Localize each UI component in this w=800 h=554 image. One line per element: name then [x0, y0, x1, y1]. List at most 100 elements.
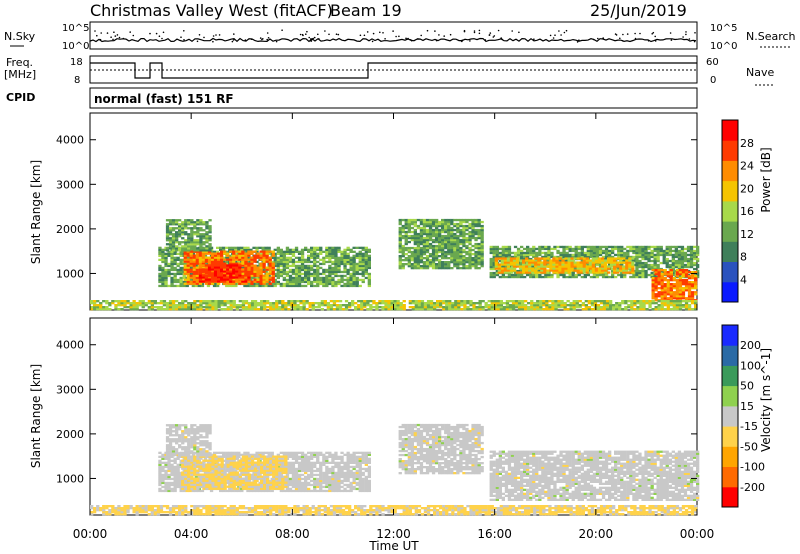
heatmap-cell — [161, 465, 165, 469]
heatmap-cell — [170, 280, 174, 284]
heatmap-cell — [462, 226, 466, 230]
heatmap-cell — [502, 306, 507, 309]
heatmap-cell — [168, 219, 173, 222]
heatmap-cell — [99, 306, 103, 309]
heatmap-cell — [504, 275, 509, 279]
heatmap-cell — [631, 263, 635, 266]
heatmap-cell — [466, 306, 470, 309]
heatmap-cell — [532, 273, 536, 277]
heatmap-cell — [202, 229, 206, 232]
heatmap-cell — [589, 245, 594, 249]
heatmap-cell — [334, 254, 338, 257]
heatmap-cell — [413, 240, 417, 244]
heatmap-cell — [544, 245, 548, 249]
heatmap-cell — [689, 245, 694, 249]
heatmap-cell — [453, 265, 457, 268]
heatmap-cell — [684, 283, 689, 286]
heatmap-cell — [132, 308, 136, 311]
heatmap-cell — [316, 282, 320, 286]
heatmap-cell — [522, 265, 526, 268]
heatmap-cell — [678, 300, 683, 303]
heatmap-cell — [393, 302, 397, 305]
heatmap-cell — [253, 278, 257, 281]
heatmap-cell — [158, 264, 162, 268]
heatmap-cell — [307, 260, 311, 264]
heatmap-cell — [198, 270, 203, 273]
heatmap-cell — [170, 477, 174, 481]
heatmap-cell — [363, 304, 367, 307]
heatmap-cell — [323, 302, 327, 305]
heatmap-cell — [665, 245, 669, 249]
heatmap-cell — [287, 302, 291, 305]
heatmap-cell — [654, 281, 658, 284]
heatmap-cell — [567, 267, 571, 270]
heatmap-cell — [310, 248, 314, 251]
heatmap-cell — [202, 243, 206, 246]
heatmap-cell — [208, 219, 212, 222]
heatmap-cell — [456, 259, 460, 262]
heatmap-cell — [120, 300, 124, 303]
heatmap-cell — [678, 306, 683, 309]
heatmap-cell — [696, 275, 700, 279]
heatmap-cell — [410, 250, 414, 254]
heatmap-cell — [275, 306, 279, 309]
heatmap-cell — [135, 308, 139, 311]
heatmap-cell — [173, 475, 177, 479]
heatmap-cell — [635, 267, 639, 271]
heatmap-cell — [456, 250, 460, 254]
heatmap-cell — [229, 282, 233, 285]
heatmap-cell — [475, 308, 479, 311]
heatmap-cell — [593, 300, 598, 303]
heatmap-cell — [462, 238, 466, 242]
heatmap-cell — [549, 269, 553, 272]
heatmap-cell — [217, 252, 221, 255]
heatmap-cell — [431, 218, 436, 222]
heatmap-cell — [225, 262, 229, 266]
heatmap-cell — [598, 247, 603, 251]
heatmap-cell — [256, 256, 260, 259]
heatmap-cell — [555, 269, 559, 272]
heatmap-cell — [598, 263, 603, 267]
heatmap-cell — [352, 276, 356, 280]
heatmap-cell — [184, 219, 188, 222]
heatmap-cell — [285, 252, 290, 255]
heatmap-cell — [628, 257, 632, 260]
heatmap-cell — [282, 284, 286, 288]
heatmap-cell — [235, 272, 239, 275]
heatmap-cell — [448, 300, 452, 303]
heatmap-cell — [200, 282, 205, 286]
heatmap-cell — [328, 248, 332, 251]
heatmap-cell — [462, 267, 466, 270]
heatmap-cell — [431, 263, 436, 266]
heatmap-cell — [623, 251, 627, 255]
heatmap-cell — [311, 308, 315, 311]
heatmap-cell — [410, 226, 414, 230]
heatmap-cell — [696, 247, 700, 251]
heatmap-cell — [158, 248, 162, 251]
heatmap-cell — [192, 278, 196, 281]
heatmap-cell — [173, 461, 177, 464]
heatmap-cell — [279, 272, 283, 276]
heatmap-cell — [678, 289, 683, 292]
heatmap-cell — [666, 283, 670, 286]
heatmap-cell — [607, 261, 611, 264]
heatmap-cell — [669, 300, 673, 303]
heatmap-cell — [647, 255, 651, 259]
heatmap-cell — [600, 259, 605, 262]
heatmap-cell — [346, 270, 350, 274]
heatmap-cell — [666, 308, 670, 311]
heatmap-cell — [360, 308, 364, 311]
heatmap-cell — [471, 230, 475, 234]
heatmap-cell — [429, 306, 434, 309]
heatmap-cell — [217, 304, 221, 307]
heatmap-cell — [613, 267, 617, 270]
heatmap-cell — [243, 246, 247, 249]
heatmap-cell — [313, 258, 317, 261]
heatmap-cell — [202, 247, 206, 250]
heatmap-cell — [304, 270, 308, 274]
heatmap-cell — [547, 253, 551, 257]
heatmap-cell — [250, 300, 255, 303]
heatmap-cell — [202, 302, 206, 305]
heatmap-cell — [425, 238, 430, 242]
heatmap-cell — [578, 304, 582, 307]
